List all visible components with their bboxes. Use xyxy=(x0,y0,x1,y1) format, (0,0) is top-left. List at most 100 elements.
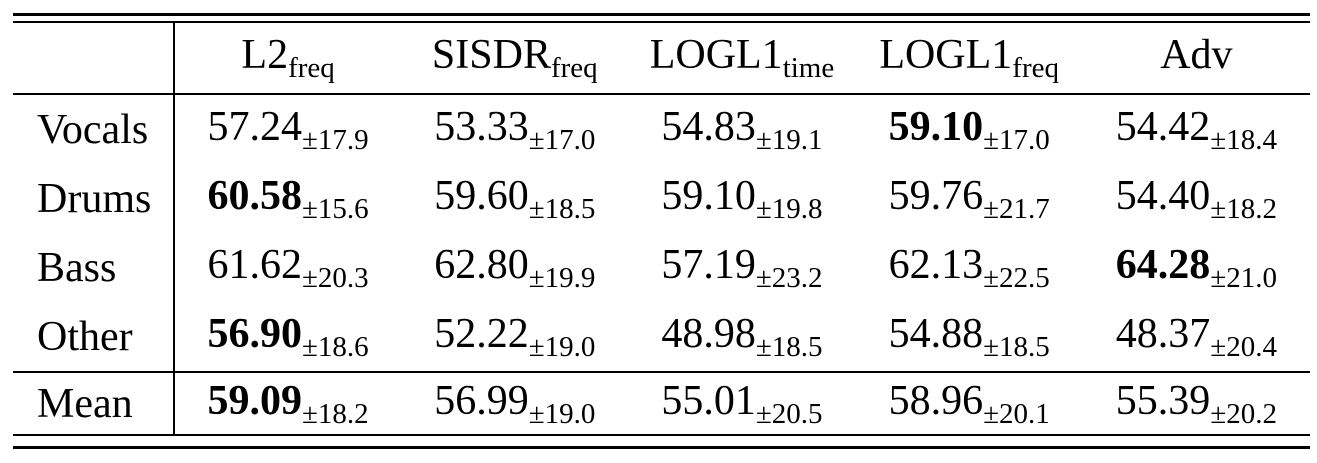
metric-std: ±17.0 xyxy=(528,123,596,156)
column-header-sisdr-freq: SISDRfreq xyxy=(401,22,629,95)
metric-std: ±18.2 xyxy=(302,397,369,430)
column-header-base: SISDR xyxy=(431,32,551,78)
column-header-subscript: freq xyxy=(288,52,335,84)
metric-std: ±18.5 xyxy=(983,330,1050,363)
metric-value: 55.39 xyxy=(1115,377,1211,424)
table-cell: 54.42±18.4 xyxy=(1083,94,1310,164)
table-header: L2freq SISDRfreq LOGL1time LOGL1freq Adv xyxy=(13,22,1310,95)
metric-std: ±20.1 xyxy=(983,397,1050,430)
metric-std: ±20.4 xyxy=(1210,330,1277,363)
table-cell: 59.10±19.8 xyxy=(628,164,855,233)
column-header-logl1-time: LOGL1time xyxy=(628,22,856,95)
metric-std: ±20.5 xyxy=(755,397,823,430)
metric-value: 48.37 xyxy=(1115,310,1211,357)
table-cell: 59.09±18.2 xyxy=(174,372,401,435)
table-cell: 54.83±19.1 xyxy=(628,94,855,164)
metric-std: ±18.5 xyxy=(528,192,596,225)
metric-std: ±21.0 xyxy=(1210,261,1277,294)
column-header-l2-freq: L2freq xyxy=(174,22,402,95)
metric-std: ±20.3 xyxy=(302,261,369,294)
metric-value: 54.88 xyxy=(888,310,984,357)
metric-value: 58.96 xyxy=(888,377,984,424)
metric-std: ±18.4 xyxy=(1210,123,1277,156)
metric-std: ±19.1 xyxy=(755,123,823,156)
table-row-mean: Mean 59.09±18.2 56.99±19.0 55.01±20.5 58… xyxy=(13,372,1310,435)
metric-std: ±22.5 xyxy=(983,261,1050,294)
metric-value: 60.58 xyxy=(207,172,303,219)
metric-value: 59.60 xyxy=(434,172,529,219)
metric-value: 62.13 xyxy=(888,241,984,288)
column-header-subscript: freq xyxy=(550,52,598,84)
corner-cell xyxy=(13,22,175,95)
table-cell: 56.99±19.0 xyxy=(401,372,628,435)
metric-std: ±19.9 xyxy=(528,261,596,294)
metric-value: 59.10 xyxy=(661,172,756,219)
header-row: L2freq SISDRfreq LOGL1time LOGL1freq Adv xyxy=(13,22,1310,95)
metric-std: ±21.7 xyxy=(983,192,1050,225)
metric-value: 59.76 xyxy=(888,172,984,219)
row-label-drums: Drums xyxy=(13,164,175,233)
table-cell: 64.28±21.0 xyxy=(1083,233,1310,302)
table-cell: 58.96±20.1 xyxy=(856,372,1083,435)
paper-table-figure: L2freq SISDRfreq LOGL1time LOGL1freq Adv… xyxy=(13,13,1310,449)
table-cell: 61.62±20.3 xyxy=(174,233,401,302)
row-label-other: Other xyxy=(13,302,175,373)
metric-value: 64.28 xyxy=(1115,241,1211,288)
table-cell: 59.60±18.5 xyxy=(401,164,628,233)
table-cell: 52.22±19.0 xyxy=(401,302,629,373)
table-cell: 54.88±18.5 xyxy=(855,302,1083,373)
column-header-base: LOGL1 xyxy=(879,32,1013,78)
table-body: Vocals 57.24±17.9 53.33±17.0 54.83±19.1 … xyxy=(13,94,1310,435)
column-header-base: LOGL1 xyxy=(649,32,783,78)
column-header-base: Adv xyxy=(1160,32,1233,78)
metric-std: ±19.8 xyxy=(755,192,823,225)
metric-std: ±17.9 xyxy=(302,123,369,156)
metric-value: 54.83 xyxy=(661,103,756,150)
metric-value: 53.33 xyxy=(434,103,529,150)
table-cell: 59.76±21.7 xyxy=(856,164,1083,233)
metric-std: ±20.2 xyxy=(1210,397,1277,430)
column-header-subscript: freq xyxy=(1012,52,1059,84)
table-cell: 60.58±15.6 xyxy=(174,164,401,233)
metric-value: 57.24 xyxy=(207,103,303,150)
results-table: L2freq SISDRfreq LOGL1time LOGL1freq Adv… xyxy=(13,21,1310,436)
metric-value: 54.42 xyxy=(1115,103,1211,150)
row-label-mean: Mean xyxy=(13,372,175,435)
metric-value: 62.80 xyxy=(434,241,529,288)
table-cell: 56.90±18.6 xyxy=(174,302,402,373)
table-cell: 55.01±20.5 xyxy=(628,372,855,435)
column-header-logl1-freq: LOGL1freq xyxy=(855,22,1083,95)
table-row-other: Other 56.90±18.6 52.22±19.0 48.98±18.5 5… xyxy=(13,302,1310,373)
metric-std: ±19.0 xyxy=(528,330,596,363)
column-header-adv: Adv xyxy=(1082,22,1310,95)
metric-value: 48.98 xyxy=(661,310,756,357)
table-row-drums: Drums 60.58±15.6 59.60±18.5 59.10±19.8 5… xyxy=(13,164,1310,233)
metric-value: 57.19 xyxy=(661,241,756,288)
metric-std: ±18.6 xyxy=(302,330,369,363)
metric-value: 56.99 xyxy=(434,377,529,424)
metric-std: ±19.0 xyxy=(528,397,596,430)
row-label-vocals: Vocals xyxy=(13,94,175,164)
metric-value: 59.09 xyxy=(207,377,303,424)
table-cell: 57.24±17.9 xyxy=(174,94,401,164)
metric-value: 55.01 xyxy=(661,377,756,424)
table-double-rule-frame: L2freq SISDRfreq LOGL1time LOGL1freq Adv… xyxy=(13,13,1310,449)
metric-value: 52.22 xyxy=(434,310,529,357)
metric-value: 56.90 xyxy=(207,310,303,357)
metric-std: ±18.2 xyxy=(1210,192,1277,225)
metric-std: ±23.2 xyxy=(755,261,823,294)
metric-std: ±18.5 xyxy=(755,330,823,363)
table-cell: 55.39±20.2 xyxy=(1083,372,1310,435)
metric-value: 61.62 xyxy=(207,241,303,288)
column-header-base: L2 xyxy=(241,32,289,78)
table-row-vocals: Vocals 57.24±17.9 53.33±17.0 54.83±19.1 … xyxy=(13,94,1310,164)
table-cell: 48.98±18.5 xyxy=(628,302,856,373)
table-cell: 62.13±22.5 xyxy=(856,233,1083,302)
table-cell: 62.80±19.9 xyxy=(401,233,628,302)
table-cell: 57.19±23.2 xyxy=(628,233,855,302)
table-cell: 59.10±17.0 xyxy=(856,94,1083,164)
metric-std: ±15.6 xyxy=(302,192,369,225)
table-cell: 54.40±18.2 xyxy=(1083,164,1310,233)
table-row-bass: Bass 61.62±20.3 62.80±19.9 57.19±23.2 62… xyxy=(13,233,1310,302)
row-label-bass: Bass xyxy=(13,233,175,302)
